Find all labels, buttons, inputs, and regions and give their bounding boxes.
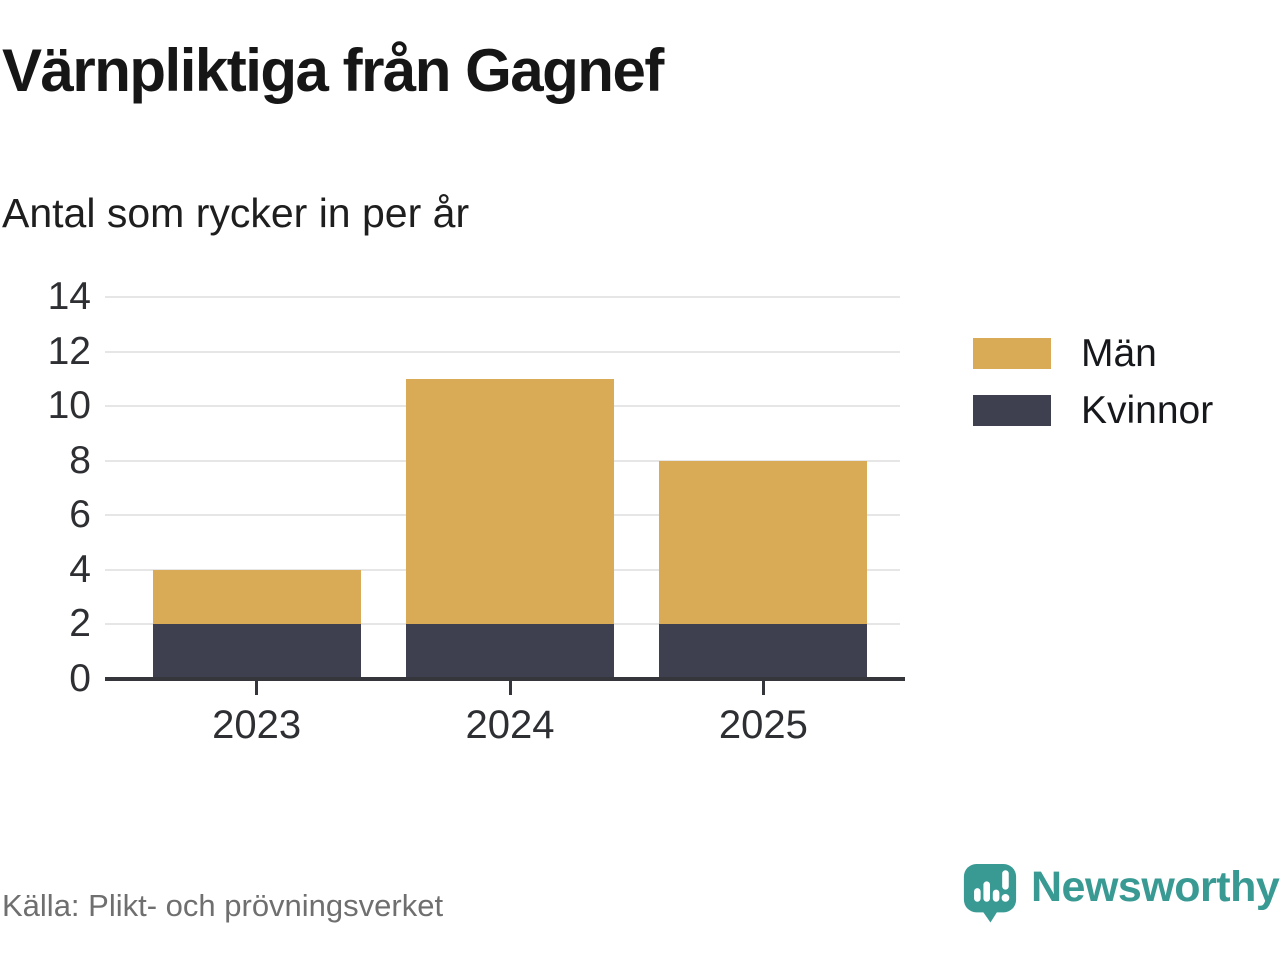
x-axis-label-2024: 2024 (465, 703, 555, 747)
x-axis-tick-2023 (255, 681, 259, 695)
gridline-y-14 (105, 296, 900, 298)
source-note: Källa: Plikt- och prövningsverket (2, 888, 444, 923)
y-axis-label-12: 12 (47, 329, 91, 373)
y-axis-label-4: 4 (69, 547, 91, 591)
legend-swatch-kvinnor (973, 395, 1051, 426)
gridline-y-12 (105, 350, 900, 353)
bar-segment-män-2023 (152, 569, 361, 625)
x-axis-tick-2024 (508, 681, 512, 695)
bar-segment-kvinnor-2023 (152, 624, 361, 679)
bar-segment-män-2025 (659, 460, 868, 625)
y-axis-label-6: 6 (69, 493, 91, 537)
y-axis-label-0: 0 (69, 657, 91, 700)
legend-label-kvinnor: Kvinnor (1081, 388, 1214, 432)
bar-segment-kvinnor-2024 (406, 624, 614, 679)
x-axis-tick-2025 (761, 681, 765, 695)
y-axis-label-14: 14 (47, 275, 91, 318)
y-axis-label-10: 10 (47, 384, 91, 428)
brand-logo: Newsworthy (961, 861, 1280, 925)
chart-title: Värnpliktiga från Gagnef (2, 37, 664, 104)
x-axis-label-2025: 2025 (718, 703, 808, 747)
y-axis-label-2: 2 (69, 602, 91, 646)
bar-segment-män-2024 (406, 378, 614, 625)
legend-swatch-män (973, 338, 1051, 369)
legend-item-kvinnor: Kvinnor (973, 389, 1213, 432)
brand-name: Newsworthy (1031, 863, 1280, 911)
newsworthy-logo-icon (963, 864, 1017, 923)
chart-subtitle: Antal som rycker in per år (2, 190, 470, 236)
legend: Män Kvinnor (973, 332, 1213, 452)
x-axis-line (105, 677, 905, 681)
legend-label-män: Män (1081, 331, 1157, 375)
x-axis-label-2023: 2023 (212, 703, 302, 747)
bar-segment-kvinnor-2025 (659, 624, 868, 679)
y-axis-label-8: 8 (69, 438, 91, 482)
legend-item-män: Män (973, 332, 1213, 375)
